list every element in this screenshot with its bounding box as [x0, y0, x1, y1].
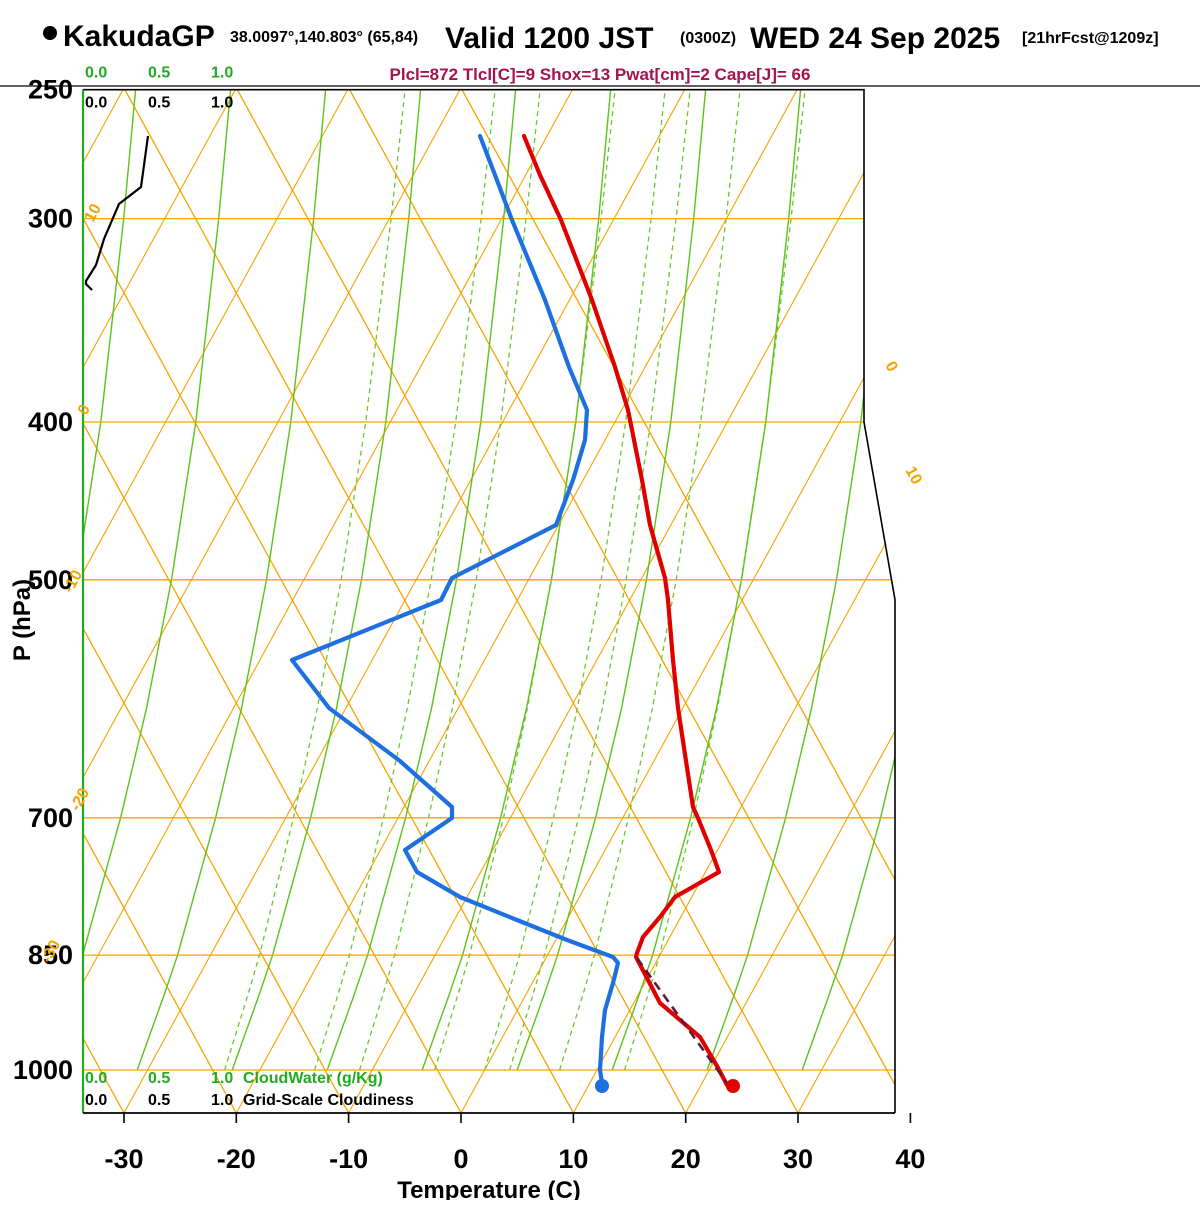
svg-text:1.0: 1.0 — [211, 1070, 233, 1087]
svg-text:30: 30 — [783, 1144, 813, 1174]
svg-text:-20: -20 — [217, 1144, 256, 1174]
svg-text:Valid 1200 JST: Valid 1200 JST — [445, 22, 653, 55]
svg-text:0.0: 0.0 — [85, 1092, 107, 1109]
svg-text:0.5: 0.5 — [148, 65, 170, 82]
svg-text:1.0: 1.0 — [211, 65, 233, 82]
svg-text:0.0: 0.0 — [85, 95, 107, 112]
svg-text:1.0: 1.0 — [211, 1092, 233, 1109]
svg-text:-10: -10 — [329, 1144, 368, 1174]
svg-text:Plcl=872 Tlcl[C]=9 Shox=13 Pwa: Plcl=872 Tlcl[C]=9 Shox=13 Pwat[cm]=2 Ca… — [390, 65, 811, 84]
svg-text:P (hPa): P (hPa) — [9, 579, 36, 661]
svg-text:Temperature (C): Temperature (C) — [397, 1177, 581, 1200]
svg-text:0.0: 0.0 — [85, 1070, 107, 1087]
svg-text:-30: -30 — [104, 1144, 143, 1174]
svg-text:(0300Z): (0300Z) — [680, 30, 736, 47]
svg-text:400: 400 — [28, 407, 73, 437]
svg-text:0: 0 — [453, 1144, 468, 1174]
svg-text:0.5: 0.5 — [148, 95, 170, 112]
svg-text:0.5: 0.5 — [148, 1092, 170, 1109]
svg-text:250: 250 — [28, 75, 73, 105]
svg-text:0.5: 0.5 — [148, 1070, 170, 1087]
svg-text:1.0: 1.0 — [211, 95, 233, 112]
svg-text:38.0097°,140.803° (65,84): 38.0097°,140.803° (65,84) — [230, 29, 418, 46]
svg-text:40: 40 — [895, 1144, 925, 1174]
svg-text:KakudaGP: KakudaGP — [63, 20, 215, 53]
svg-text:20: 20 — [671, 1144, 701, 1174]
svg-text:WED 24 Sep 2025: WED 24 Sep 2025 — [750, 22, 1000, 55]
svg-text:0.0: 0.0 — [85, 65, 107, 82]
svg-text:10: 10 — [558, 1144, 588, 1174]
svg-text:300: 300 — [28, 204, 73, 234]
svg-text:[21hrFcst@1209z]: [21hrFcst@1209z] — [1022, 30, 1159, 47]
svg-text:700: 700 — [28, 803, 73, 833]
svg-text:1000: 1000 — [13, 1055, 73, 1085]
svg-text:Grid-Scale Cloudiness: Grid-Scale Cloudiness — [243, 1092, 414, 1109]
svg-text:CloudWater (g/Kg): CloudWater (g/Kg) — [243, 1070, 383, 1087]
